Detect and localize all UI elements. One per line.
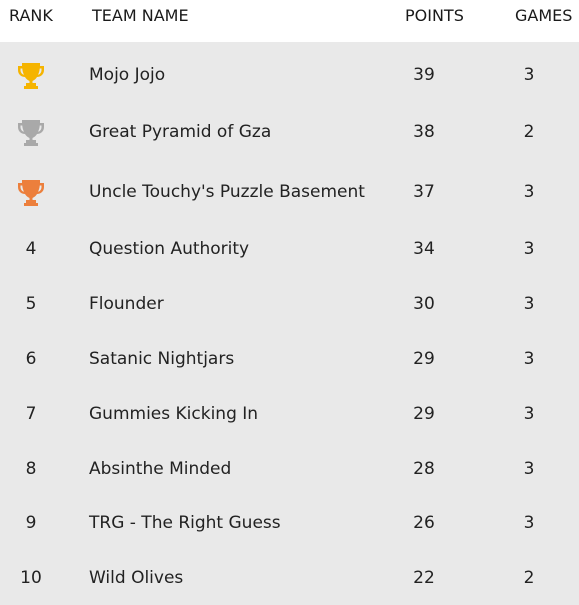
team-name: Flounder	[89, 294, 164, 314]
table-row[interactable]: 5 Flounder 30 3	[0, 277, 579, 331]
team-name: Question Authority	[89, 239, 250, 259]
team-games: 2	[523, 122, 535, 142]
team-games: 3	[523, 65, 535, 85]
rank-number: 6	[25, 349, 37, 369]
leaderboard-rows: Mojo Jojo 39 3 Great Pyramid of Gza 38 2	[0, 42, 579, 605]
table-row[interactable]: 9 TRG - The Right Guess 26 3	[0, 496, 579, 550]
team-games: 3	[523, 239, 535, 259]
team-games: 3	[523, 459, 535, 479]
table-row[interactable]: 4 Question Authority 34 3	[0, 222, 579, 276]
bronze-trophy-icon	[17, 177, 45, 207]
rank-number: 7	[25, 404, 37, 424]
team-points: 39	[413, 65, 435, 85]
team-name: Gummies Kicking In	[89, 404, 259, 424]
table-row[interactable]: Mojo Jojo 39 3	[0, 46, 579, 104]
team-points: 28	[413, 459, 435, 479]
table-row[interactable]: 7 Gummies Kicking In 29 3	[0, 387, 579, 441]
team-name: Absinthe Minded	[89, 459, 232, 479]
rank-number: 5	[25, 294, 37, 314]
rank-number: 8	[25, 459, 37, 479]
team-points: 30	[413, 294, 435, 314]
table-row[interactable]: 10 Wild Olives 22 2	[0, 551, 579, 605]
points-column-header[interactable]: POINTS	[405, 6, 464, 25]
team-games: 3	[523, 182, 535, 202]
team-games: 3	[523, 349, 535, 369]
team-name: Uncle Touchy's Puzzle Basement	[89, 182, 365, 202]
team-name: Satanic Nightjars	[89, 349, 235, 369]
rank-number: 9	[25, 513, 37, 533]
team-points: 29	[413, 349, 435, 369]
team-name-column-header[interactable]: TEAM NAME	[92, 6, 189, 25]
games-column-header[interactable]: GAMES	[515, 6, 573, 25]
leaderboard-header: RANK TEAM NAME POINTS GAMES	[0, 0, 579, 42]
team-points: 34	[413, 239, 435, 259]
team-points: 29	[413, 404, 435, 424]
rank-column-header[interactable]: RANK	[9, 6, 53, 25]
team-points: 22	[413, 568, 435, 588]
team-games: 3	[523, 513, 535, 533]
team-name: TRG - The Right Guess	[89, 513, 281, 533]
team-games: 3	[523, 294, 535, 314]
table-row[interactable]: Uncle Touchy's Puzzle Basement 37 3	[0, 162, 579, 222]
table-row[interactable]: 6 Satanic Nightjars 29 3	[0, 332, 579, 386]
team-name: Wild Olives	[89, 568, 184, 588]
team-points: 38	[413, 122, 435, 142]
rank-number: 4	[25, 239, 37, 259]
rank-number: 10	[20, 568, 42, 588]
table-row[interactable]: 8 Absinthe Minded 28 3	[0, 442, 579, 496]
team-points: 37	[413, 182, 435, 202]
gold-trophy-icon	[17, 60, 45, 90]
team-games: 2	[523, 568, 535, 588]
team-name: Mojo Jojo	[89, 65, 166, 85]
team-games: 3	[523, 404, 535, 424]
team-name: Great Pyramid of Gza	[89, 122, 272, 142]
table-row[interactable]: Great Pyramid of Gza 38 2	[0, 104, 579, 160]
team-points: 26	[413, 513, 435, 533]
silver-trophy-icon	[17, 117, 45, 147]
